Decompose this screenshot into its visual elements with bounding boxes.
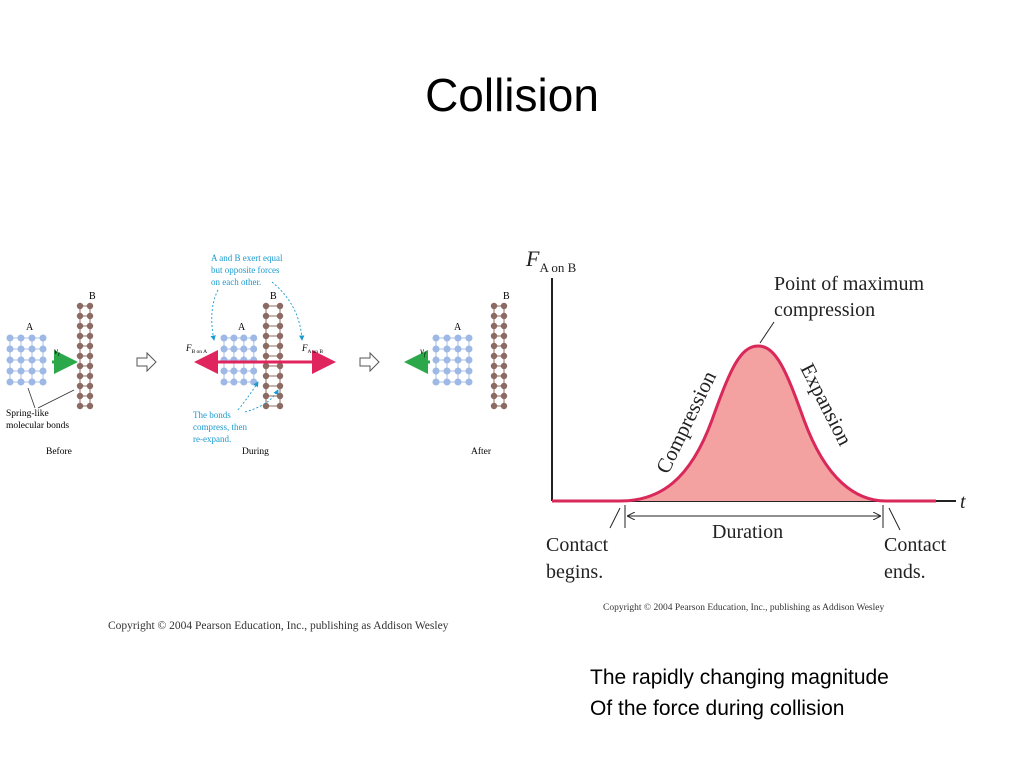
caption: The rapidly changing magnitude Of the fo… (590, 662, 889, 724)
stage-before: Before (46, 446, 72, 457)
label-b-after: B (503, 291, 510, 302)
note-bottom-pointer (237, 381, 259, 411)
stage-after: After (471, 446, 492, 457)
note-top-line1: A and B exert equal (211, 253, 283, 263)
label-a-after: A (454, 322, 462, 333)
lattice-b-before (76, 302, 94, 410)
note-top-line3: on each other. (211, 277, 261, 287)
label-b-during: B (270, 291, 277, 302)
label-b-before: B (89, 291, 96, 302)
velocity-label-before: vi (54, 346, 60, 358)
velocity-label-after: vf (420, 346, 427, 358)
caption-line-1: The rapidly changing magnitude (590, 666, 889, 689)
force-label-a-on-b: FA on B (301, 343, 323, 355)
stage-arrow-2 (359, 351, 380, 373)
note-bottom-line2: compress, then (193, 422, 247, 432)
stage-arrow-1 (136, 351, 157, 373)
slide-title: Collision (425, 69, 599, 121)
stage-during: During (242, 447, 269, 457)
lattice-a-after (432, 334, 473, 386)
force-label-b-on-a: FB on A (185, 343, 207, 355)
note-bottom-pointer-2 (244, 389, 279, 413)
note-bottom-line1: The bonds (193, 410, 231, 420)
caption-line-2: Of the force during collision (590, 697, 845, 720)
lattice-a-before (6, 334, 47, 386)
note-top-pointer-left (210, 289, 219, 341)
springs-label-line2: molecular bonds (6, 421, 69, 431)
note-bottom-line3: re-expand. (193, 434, 231, 444)
note-top-line2: but opposite forces (211, 265, 280, 275)
label-a-during: A (238, 322, 246, 333)
left-copyright: Copyright © 2004 Pearson Education, Inc.… (108, 620, 449, 632)
springs-pointer-2 (37, 389, 75, 409)
lattice-b-during (262, 302, 284, 410)
lattice-b-after (490, 302, 508, 410)
right-copyright: Copyright © 2004 Pearson Education, Inc.… (603, 603, 885, 613)
springs-pointer (27, 387, 36, 409)
label-a-before: A (26, 322, 34, 333)
springs-label-line1: Spring-like (6, 409, 49, 419)
lattice-a-during (220, 334, 258, 386)
note-top-pointer-right (271, 281, 305, 341)
